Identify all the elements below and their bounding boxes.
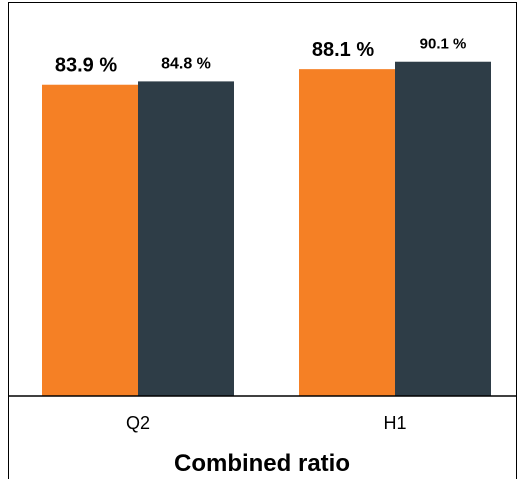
- x-tick-label-h1: H1: [383, 413, 406, 433]
- chart-title: Combined ratio: [174, 450, 350, 477]
- x-tick-label-q2: Q2: [126, 413, 150, 433]
- bars-layer: [42, 61, 491, 397]
- data-label-q2-series-2: 84.8 %: [161, 55, 211, 72]
- bar-q2-series-2: [138, 81, 234, 396]
- bar-h1-series-2: [395, 61, 491, 396]
- data-labels-layer: 83.9 % 84.8 % 88.1 % 90.1 %: [55, 36, 466, 77]
- bar-q2-series-1: [42, 84, 138, 396]
- data-label-h1-series-2: 90.1 %: [420, 36, 467, 53]
- x-tick-labels-layer: Q2 H1: [126, 413, 407, 433]
- data-label-q2-series-1: 83.9 %: [55, 55, 117, 77]
- data-label-h1-series-1: 88.1 %: [312, 39, 374, 61]
- bar-h1-series-1: [299, 69, 395, 397]
